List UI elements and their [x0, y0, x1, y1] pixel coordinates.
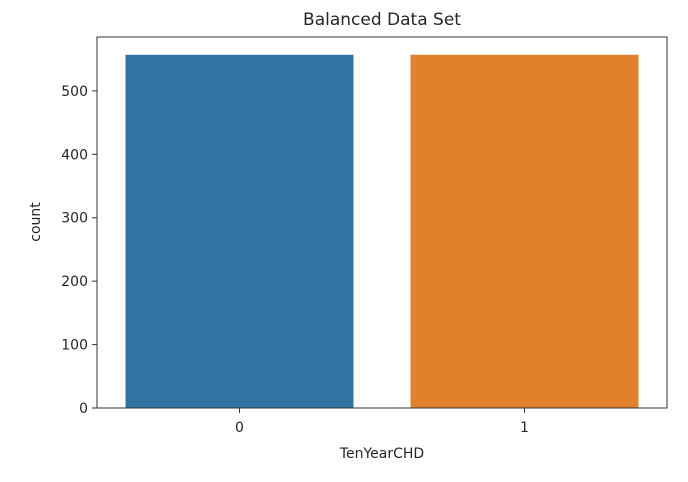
y-tick-label: 300: [61, 211, 88, 227]
bar-1: [410, 54, 639, 408]
y-tick-label: 500: [61, 84, 88, 100]
x-axis-label: TenYearCHD: [339, 446, 424, 462]
x-tick-label: 1: [520, 420, 529, 436]
plot-frame: [96, 36, 668, 409]
y-tick-label: 0: [79, 401, 88, 417]
y-axis-label: count: [28, 202, 44, 242]
y-tick-label: 200: [61, 274, 88, 290]
y-axis: 0 100 200 300 400 500: [61, 84, 97, 417]
y-tick-label: 400: [61, 147, 88, 163]
bar-0: [125, 54, 354, 408]
y-tick-label: 100: [61, 338, 88, 354]
bars-layer: [125, 54, 639, 408]
x-tick-label: 0: [235, 420, 244, 436]
chart-title: Balanced Data Set: [303, 10, 461, 30]
